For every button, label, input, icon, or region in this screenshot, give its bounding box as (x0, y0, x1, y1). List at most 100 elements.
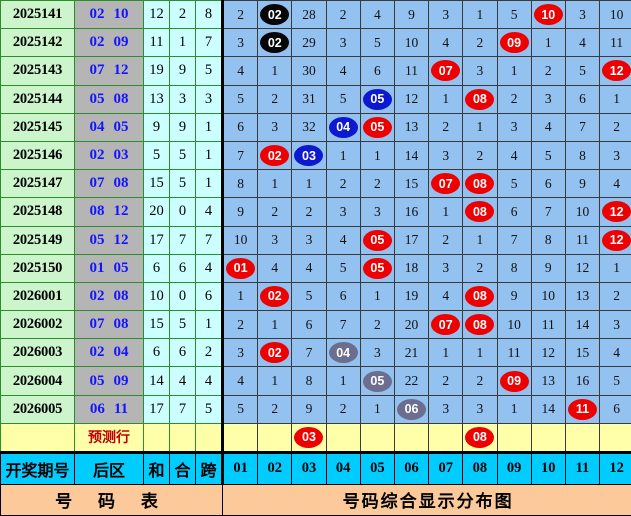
dist-cell: 12 (600, 57, 631, 85)
issue-number: 2026002 (1, 311, 75, 339)
prediction-blank (170, 423, 196, 452)
combo-value: 9 (170, 57, 196, 85)
dist-cell: 4 (223, 367, 258, 395)
prediction-label: 预测行 (88, 430, 130, 446)
back-zone-number: 05 (90, 91, 105, 108)
dist-cell: 4 (429, 282, 463, 310)
dist-cell: 12 (600, 226, 631, 254)
dist-cell: 4 (326, 226, 360, 254)
sum-value: 5 (144, 141, 170, 169)
dist-cell: 11 (565, 226, 599, 254)
dist-cell: 5 (292, 282, 326, 310)
prediction-dist-cell (565, 423, 599, 452)
dist-cell: 02 (258, 29, 292, 57)
dist-cell: 4 (497, 141, 531, 169)
dist-cell: 4 (531, 113, 565, 141)
dist-cell: 2 (292, 198, 326, 226)
back-zone-number: 05 (114, 260, 129, 277)
dist-cell: 10 (531, 282, 565, 310)
dist-cell: 05 (360, 254, 394, 282)
issue-number: 2025143 (1, 57, 75, 85)
back-zone-number: 08 (114, 175, 129, 192)
dist-cell: 20 (394, 311, 428, 339)
dist-cell: 2 (600, 113, 631, 141)
header-col-02: 02 (258, 452, 292, 484)
dist-cell: 22 (394, 367, 428, 395)
prediction-dist-cell (258, 423, 292, 452)
dist-cell: 12 (565, 254, 599, 282)
dist-cell: 04 (326, 339, 360, 367)
header-col-06: 06 (394, 452, 428, 484)
dist-cell: 1 (429, 198, 463, 226)
highlight-ball-red: 12 (602, 230, 631, 251)
dist-cell: 04 (326, 113, 360, 141)
highlight-ball-gray: 04 (329, 342, 358, 363)
dist-cell: 1 (223, 282, 258, 310)
highlight-ball-gray: 06 (397, 399, 426, 420)
highlight-ball-red: 08 (465, 314, 494, 335)
highlight-ball-gray: 05 (363, 371, 392, 392)
back-zone-number: 08 (114, 288, 129, 305)
prediction-dist-cell (223, 423, 258, 452)
issue-number: 2025145 (1, 113, 75, 141)
dist-cell: 29 (292, 29, 326, 57)
dist-cell: 2 (360, 311, 394, 339)
back-zone-number: 05 (90, 373, 105, 390)
dist-cell: 3 (258, 113, 292, 141)
span-value: 1 (196, 170, 223, 198)
dist-cell: 1 (600, 254, 631, 282)
sum-value: 6 (144, 254, 170, 282)
combo-value: 5 (170, 311, 196, 339)
header-col-07: 07 (429, 452, 463, 484)
dist-cell: 2 (497, 85, 531, 113)
dist-cell: 5 (497, 1, 531, 29)
dist-cell: 6 (565, 85, 599, 113)
issue-number: 2026003 (1, 339, 75, 367)
header-col-12: 12 (600, 452, 631, 484)
header-sum: 和 (144, 452, 170, 484)
dist-cell: 7 (497, 226, 531, 254)
dist-cell: 11 (394, 57, 428, 85)
header-col-09: 09 (497, 452, 531, 484)
dist-cell: 08 (463, 311, 497, 339)
highlight-ball-red: 12 (602, 201, 631, 222)
dist-cell: 1 (463, 113, 497, 141)
dist-cell: 5 (326, 85, 360, 113)
right-section-title: 号码综合显示分布图 (223, 484, 631, 515)
highlight-ball-blue: 05 (363, 89, 392, 110)
sum-value: 19 (144, 57, 170, 85)
dist-cell: 4 (565, 29, 599, 57)
header-col-10: 10 (531, 452, 565, 484)
dist-cell: 2 (258, 85, 292, 113)
dist-cell: 9 (223, 198, 258, 226)
dist-cell: 3 (429, 395, 463, 423)
span-value: 7 (196, 29, 223, 57)
span-value: 1 (196, 311, 223, 339)
sum-value: 17 (144, 395, 170, 423)
sum-value: 14 (144, 367, 170, 395)
dist-cell: 4 (600, 339, 631, 367)
dist-cell: 11 (497, 339, 531, 367)
dist-cell: 7 (565, 113, 599, 141)
back-zone-number: 02 (90, 288, 105, 305)
sum-value: 15 (144, 311, 170, 339)
dist-cell: 10 (223, 226, 258, 254)
combo-value: 5 (170, 170, 196, 198)
dist-cell: 2 (463, 254, 497, 282)
dist-cell: 13 (531, 367, 565, 395)
issue-number: 2025147 (1, 170, 75, 198)
sum-value: 11 (144, 29, 170, 57)
